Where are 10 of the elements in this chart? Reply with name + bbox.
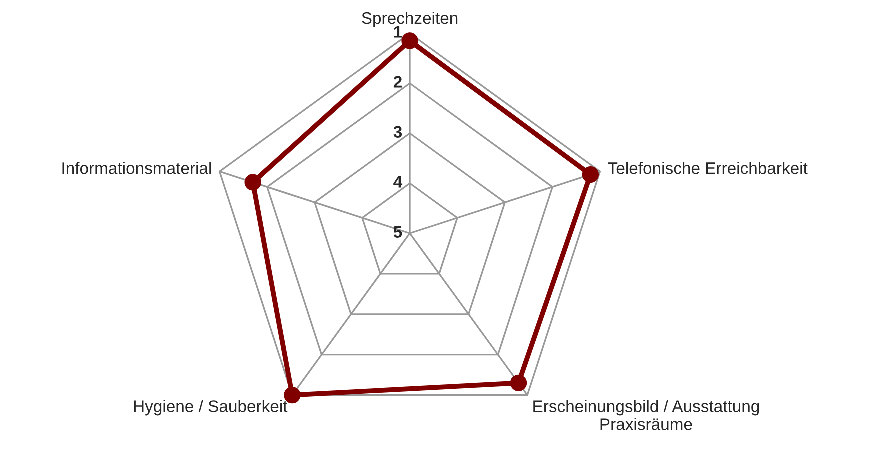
spoke-label: Telefonische Erreichbarkeit [608,162,808,174]
y-tick-label: 2 [394,76,402,88]
y-tick-label: 4 [394,176,403,188]
spoke-label: Erscheinungsbild / Ausstattung Praxisräume [534,400,760,430]
y-tick-label: 1 [394,26,402,38]
spoke-label: Sprechzeiten [362,12,458,28]
y-tick-label: 3 [394,126,402,138]
spoke-label: Informationsmaterial [62,162,212,174]
y-tick-label: 5 [394,226,402,238]
spoke-label: Hygiene / Sauberkeit [134,400,288,416]
